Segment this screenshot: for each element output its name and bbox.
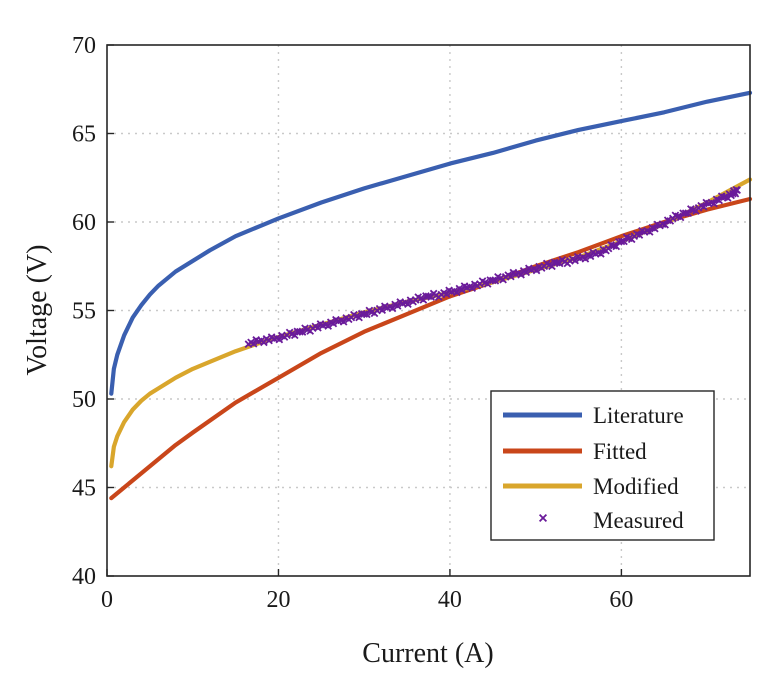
measured-point: [290, 331, 299, 340]
legend-label-measured: Measured: [593, 508, 684, 533]
x-tick-label: 0: [101, 587, 113, 613]
measured-point: [517, 270, 525, 279]
measured-point: [522, 268, 531, 277]
measured-point: [324, 322, 333, 330]
y-tick-labels: 40 45 50 55 60 65 70: [72, 33, 114, 590]
measured-point: [378, 306, 387, 314]
x-tick-label: 40: [438, 587, 462, 613]
measured-point: [483, 280, 492, 288]
measured-point: [586, 252, 595, 261]
measured-point: [296, 327, 304, 336]
measured-point: [581, 254, 590, 263]
measured-point: [710, 199, 718, 208]
measured-point: [458, 286, 466, 294]
measured-point: [715, 196, 723, 205]
y-tick-label: 40: [72, 564, 96, 590]
measured-point: [635, 231, 644, 239]
measured-point: [684, 209, 693, 217]
measured-point: [488, 276, 497, 285]
y-tick-label: 60: [72, 210, 96, 236]
measured-point: [249, 339, 258, 348]
measured-point: [314, 324, 322, 332]
legend-label-fitted: Fitted: [593, 439, 647, 464]
measured-point: [275, 335, 284, 344]
y-tick-label: 70: [72, 33, 96, 59]
measured-point: [650, 224, 659, 233]
measured-point: [452, 288, 461, 297]
legend-marker-measured: [538, 513, 548, 523]
x-tick-label: 20: [266, 587, 290, 613]
measured-point: [596, 250, 605, 258]
series-line-literature: [109, 90, 753, 396]
measured-point: [491, 276, 500, 285]
measured-point: [733, 186, 741, 194]
measured-point: [298, 328, 307, 336]
measured-point: [362, 310, 371, 319]
measured-point: [339, 317, 348, 326]
legend: Literature Fitted Modified Measured: [490, 390, 715, 541]
y-tick-label: 55: [72, 299, 96, 325]
y-axis-title: Voltage (V): [22, 245, 53, 376]
measured-point: [404, 300, 412, 308]
measured-point: [329, 319, 338, 328]
measured-point: [699, 202, 708, 211]
measured-point: [645, 228, 654, 236]
measured-point: [620, 237, 628, 246]
x-axis-title: Current (A): [362, 638, 493, 669]
legend-label-literature: Literature: [593, 403, 684, 428]
legend-label-modified: Modified: [593, 474, 679, 499]
measured-point: [360, 310, 369, 318]
measured-point: [442, 290, 451, 299]
x-tick-labels: 0 20 40 60: [101, 569, 633, 613]
measured-point: [506, 272, 515, 281]
y-tick-label: 65: [72, 122, 96, 148]
measured-point: [468, 284, 477, 293]
y-tick-label: 50: [72, 387, 96, 413]
measured-point: [532, 266, 541, 275]
measured-point: [548, 262, 556, 271]
measured-point: [393, 302, 402, 310]
measured-point: [571, 256, 579, 265]
x-tick-label: 60: [609, 587, 633, 613]
measured-points: [244, 185, 741, 348]
measured-point: [419, 296, 428, 304]
y-tick-label: 45: [72, 476, 96, 502]
series-line-fitted: [109, 196, 753, 501]
measured-point: [388, 304, 397, 313]
measured-point: [355, 313, 363, 322]
legend-swatch-measured: [538, 513, 548, 523]
